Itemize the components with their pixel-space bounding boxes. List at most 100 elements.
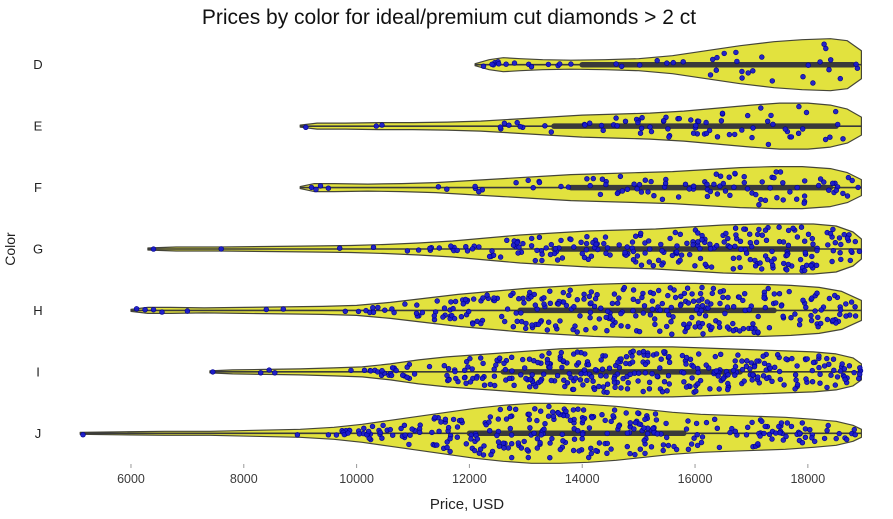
data-point <box>597 191 604 198</box>
data-point <box>645 189 651 195</box>
data-point <box>509 354 515 360</box>
data-point <box>686 251 693 258</box>
data-point <box>590 378 596 384</box>
data-point <box>604 430 610 437</box>
data-point <box>721 239 727 245</box>
data-point <box>685 324 691 331</box>
data-point <box>713 242 720 249</box>
data-point <box>526 411 532 417</box>
data-point <box>370 244 377 251</box>
data-point <box>586 120 593 126</box>
data-point <box>627 420 633 426</box>
data-point <box>600 127 606 134</box>
data-point <box>816 364 822 371</box>
x-tick-label: 14000 <box>565 472 600 486</box>
data-point <box>844 193 851 199</box>
data-point <box>561 377 567 383</box>
data-point <box>474 436 481 442</box>
violin-group-H <box>130 282 862 338</box>
data-point <box>810 80 816 86</box>
data-point <box>388 372 395 379</box>
data-point <box>749 377 755 383</box>
data-point <box>764 118 771 125</box>
data-point <box>537 440 543 446</box>
y-tick-label: E <box>34 119 43 134</box>
data-point <box>525 177 531 184</box>
data-point <box>632 451 638 458</box>
violin-group-J <box>79 402 862 464</box>
data-point <box>520 240 526 247</box>
data-point <box>568 61 574 67</box>
data-point <box>563 302 570 309</box>
data-point <box>755 374 761 380</box>
data-point <box>732 170 738 177</box>
violin-group-E <box>299 102 862 150</box>
data-point <box>655 257 662 263</box>
data-point <box>556 61 563 67</box>
data-point <box>852 313 859 319</box>
points-H <box>133 284 859 337</box>
data-point <box>537 378 544 384</box>
data-point <box>588 300 594 306</box>
data-point <box>596 316 602 322</box>
data-point <box>266 367 272 373</box>
data-point <box>532 406 538 412</box>
data-point <box>525 454 531 461</box>
data-point <box>717 300 723 307</box>
data-point <box>756 202 762 208</box>
data-point <box>541 301 547 307</box>
data-point <box>598 357 604 363</box>
data-point <box>676 115 682 122</box>
data-point <box>612 384 618 390</box>
data-point <box>757 260 763 266</box>
data-point <box>749 134 755 141</box>
data-point <box>503 416 510 422</box>
data-point <box>758 105 764 111</box>
data-point <box>562 383 568 390</box>
data-point <box>476 244 482 250</box>
data-point <box>516 296 522 302</box>
data-point <box>445 424 452 431</box>
data-point <box>816 353 822 359</box>
data-point <box>704 181 710 188</box>
y-tick-label: G <box>33 242 43 257</box>
data-point <box>697 255 704 262</box>
data-point <box>690 298 697 304</box>
data-point <box>529 372 535 378</box>
data-point <box>580 407 587 413</box>
data-point <box>695 351 702 357</box>
data-point <box>841 366 848 372</box>
violin-group-F <box>299 166 862 210</box>
data-point <box>799 440 806 446</box>
data-point <box>444 372 450 379</box>
data-point <box>463 441 469 447</box>
data-point <box>557 446 563 453</box>
data-point <box>441 305 448 311</box>
data-point <box>638 262 645 268</box>
data-point <box>389 365 396 371</box>
data-point <box>671 287 677 293</box>
data-point <box>702 261 708 267</box>
data-point <box>635 119 641 126</box>
data-point <box>587 309 594 316</box>
data-point <box>684 240 690 247</box>
data-point <box>685 418 691 424</box>
data-point <box>608 446 614 452</box>
data-point <box>554 373 561 379</box>
data-point <box>504 306 511 312</box>
data-point <box>769 436 775 442</box>
data-point <box>486 419 492 425</box>
data-point <box>531 430 537 436</box>
data-point <box>744 186 751 192</box>
data-point <box>624 430 631 436</box>
data-point <box>681 290 688 297</box>
data-point <box>772 430 779 436</box>
data-point <box>529 322 535 328</box>
data-point <box>604 389 610 396</box>
data-point <box>741 291 748 297</box>
data-point <box>707 386 713 392</box>
data-point <box>720 294 726 300</box>
data-point <box>616 242 622 248</box>
data-point <box>672 229 678 236</box>
data-point <box>523 375 529 382</box>
